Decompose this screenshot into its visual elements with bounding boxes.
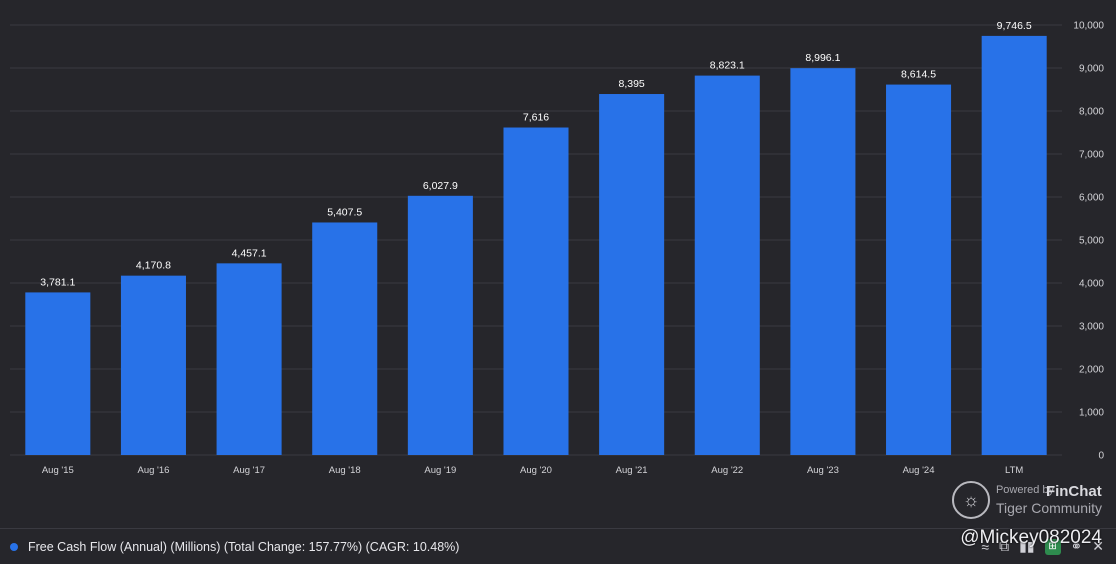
y-tick-label: 4,000: [1079, 279, 1104, 290]
bar[interactable]: [886, 84, 952, 455]
x-tick-label: LTM: [1005, 465, 1023, 476]
y-tick-label: 10,000: [1073, 21, 1104, 32]
bar-value-label: 7,616: [523, 112, 549, 124]
bar[interactable]: [503, 127, 569, 456]
link-icon[interactable]: ⚭: [1070, 538, 1083, 554]
bar[interactable]: [407, 195, 473, 455]
close-icon[interactable]: ✕: [1092, 538, 1104, 554]
bar-value-label: 5,407.5: [327, 206, 362, 218]
finchat-logo: FinChat: [1045, 483, 1102, 500]
bar-value-label: 4,170.8: [136, 260, 171, 272]
bar-value-label: 8,996.1: [805, 52, 840, 64]
y-tick-label: 0: [1098, 451, 1104, 462]
bar[interactable]: [599, 94, 665, 455]
tiger-logo-icon: ☼: [951, 481, 990, 519]
bar-value-label: 9,746.5: [997, 20, 1032, 32]
bar[interactable]: [790, 68, 856, 456]
y-tick-label: 8,000: [1079, 107, 1104, 118]
bar-value-label: 8,395: [618, 78, 644, 90]
x-tick-label: Aug '16: [137, 465, 169, 476]
bar-value-label: 6,027.9: [423, 180, 458, 192]
bar[interactable]: [216, 263, 282, 455]
chart-bars: [25, 35, 1047, 456]
legend-series-marker: [10, 542, 18, 551]
chart-y-axis: 0 1,000 2,000 3,000 4,000 5,000 6,000 7,000 8,00…: [1073, 21, 1104, 462]
trend-line-icon[interactable]: ≈: [981, 538, 990, 555]
bar-value-label: 8,614.5: [901, 69, 936, 81]
bar-value-label: 3,781.1: [40, 276, 75, 288]
x-tick-label: Aug '24: [903, 465, 935, 476]
bar-chart-icon[interactable]: ▮▮: [1019, 538, 1035, 554]
x-tick-label: Aug '17: [233, 465, 265, 476]
x-tick-label: Aug '18: [329, 465, 361, 476]
x-tick-label: Aug '15: [42, 465, 74, 476]
legend-bar: Free Cash Flow (Annual) (Millions) (Tota…: [0, 528, 1116, 564]
x-tick-label: Aug '19: [424, 465, 456, 476]
bar[interactable]: [120, 275, 186, 455]
user-handle: @Mickey082024: [960, 527, 1102, 548]
excel-export-icon[interactable]: ⊞: [1044, 538, 1061, 555]
chart-x-axis: Aug '15 Aug '16 Aug '17 Aug '18 Aug '19 Aug '…: [42, 465, 1024, 476]
free-cash-flow-chart: 3,781.1 4,170.8 4,457.1 5,407.5 6,027.9 7,616…: [10, 20, 1104, 476]
y-tick-label: 5,000: [1079, 236, 1104, 247]
bar[interactable]: [694, 75, 760, 456]
y-tick-label: 1,000: [1079, 408, 1104, 419]
y-tick-label: 9,000: [1079, 64, 1104, 75]
y-tick-label: 6,000: [1079, 193, 1104, 204]
tiger-community-text: Tiger Community: [995, 500, 1102, 516]
watermark: ☼ Powered by FinChat Tiger Community: [951, 480, 1102, 520]
x-tick-label: Aug '21: [616, 465, 648, 476]
powered-by-text: Powered by: [995, 484, 1055, 496]
copy-icon[interactable]: ⧉: [999, 538, 1010, 554]
y-tick-label: 3,000: [1079, 322, 1104, 333]
bar[interactable]: [25, 292, 91, 455]
chart-data-labels: 3,781.1 4,170.8 4,457.1 5,407.5 6,027.9 7,616…: [40, 20, 1032, 289]
bar-value-label: 4,457.1: [232, 247, 267, 259]
chart-toolbar: ≈ ⧉ ▮▮ ⊞ ⚭ ✕: [981, 529, 1104, 564]
y-tick-label: 2,000: [1079, 365, 1104, 376]
legend-series-label[interactable]: Free Cash Flow (Annual) (Millions) (Tota…: [28, 539, 460, 554]
y-tick-label: 7,000: [1079, 150, 1104, 161]
x-tick-label: Aug '20: [520, 465, 552, 476]
x-tick-label: Aug '22: [711, 465, 743, 476]
x-tick-label: Aug '23: [807, 465, 839, 476]
bar[interactable]: [981, 35, 1047, 455]
bar[interactable]: [312, 222, 378, 455]
bar-value-label: 8,823.1: [710, 60, 745, 72]
